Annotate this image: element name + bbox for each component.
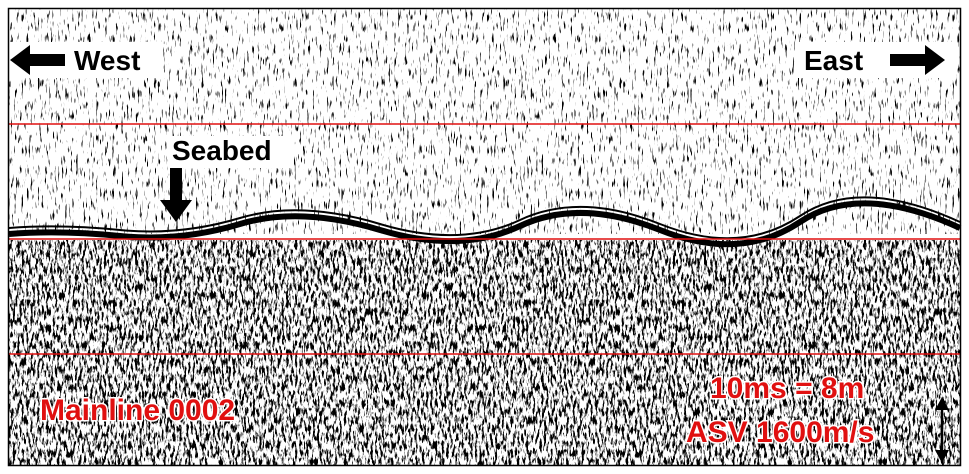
scale-arrowhead bbox=[935, 397, 949, 410]
seabed-reflector-upper bbox=[8, 196, 961, 240]
west-label: West bbox=[74, 45, 140, 76]
seabed-arrow bbox=[160, 168, 192, 222]
scale-arrowhead bbox=[935, 450, 949, 463]
line-name: Mainline 0002 bbox=[40, 394, 235, 427]
velocity-label: ASV 1600m/s bbox=[686, 416, 874, 449]
image-border bbox=[7, 7, 962, 467]
east-label: East bbox=[804, 45, 863, 76]
west-arrow bbox=[10, 45, 65, 75]
seabed-label: Seabed bbox=[172, 135, 272, 166]
label-bg bbox=[168, 136, 294, 168]
sediment-noise bbox=[9, 240, 960, 465]
scale-label: 10ms = 8m bbox=[710, 372, 864, 405]
east-arrow bbox=[890, 45, 945, 75]
